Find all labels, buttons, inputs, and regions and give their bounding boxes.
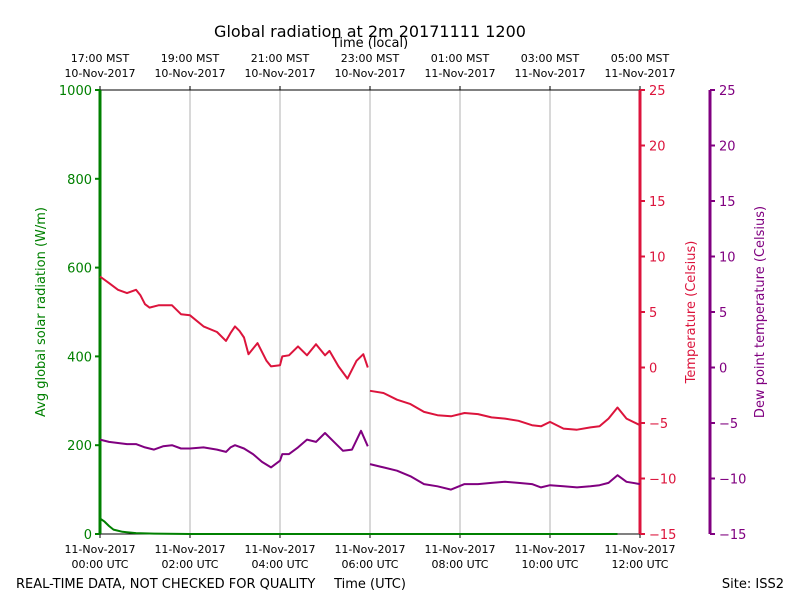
series-line-dewpoint [369, 463, 641, 491]
x-tick-label-time: 12:00 UTC [611, 558, 668, 571]
dewpoint-tick-label: −5 [719, 417, 738, 432]
footer-site: Site: ISS2 [722, 577, 784, 592]
temperature-tick-label: −15 [649, 528, 676, 543]
temperature-tick-label: −5 [649, 417, 668, 432]
radiation-axis-label: Avg global solar radiation (W/m) [34, 207, 49, 417]
dewpoint-tick-label: 5 [719, 306, 727, 321]
dewpoint-tick-label: 25 [719, 84, 736, 99]
dewpoint-tick-label: 15 [719, 195, 736, 210]
dewpoint-axis-label: Dew point temperature (Celsius) [753, 206, 768, 418]
dewpoint-tick-label: 0 [719, 362, 727, 377]
x-tick-label-date: 11-Nov-2017 [64, 543, 135, 556]
chart-title: Global radiation at 2m 20171111 1200 [214, 22, 526, 41]
x-tick-label-time: 10:00 UTC [521, 558, 578, 571]
top-tick-label-date: 10-Nov-2017 [64, 67, 135, 80]
series-line-temperature [369, 389, 641, 431]
temperature-tick-label: 0 [649, 362, 657, 377]
top-tick-label-time: 05:00 MST [611, 52, 670, 65]
top-tick-label-date: 10-Nov-2017 [244, 67, 315, 80]
top-tick-label-date: 10-Nov-2017 [154, 67, 225, 80]
top-tick-label-time: 01:00 MST [431, 52, 490, 65]
x-tick-label-date: 11-Nov-2017 [604, 543, 675, 556]
dewpoint-tick-label: 10 [719, 251, 736, 266]
top-tick-label-date: 11-Nov-2017 [514, 67, 585, 80]
top-tick-label-time: 17:00 MST [71, 52, 130, 65]
temperature-tick-label: 5 [649, 306, 657, 321]
x-tick-label-date: 11-Nov-2017 [514, 543, 585, 556]
temperature-axis-label: Temperature (Celsius) [684, 241, 699, 385]
top-tick-label-time: 03:00 MST [521, 52, 580, 65]
x-tick-label-date: 11-Nov-2017 [424, 543, 495, 556]
x-axis-label: Time (UTC) [333, 577, 406, 592]
x-tick-label-time: 04:00 UTC [251, 558, 308, 571]
top-tick-label-date: 10-Nov-2017 [334, 67, 405, 80]
series-line-dewpoint [99, 429, 369, 469]
top-tick-label-time: 19:00 MST [161, 52, 220, 65]
top-axis-label: Time (local) [331, 36, 408, 51]
top-tick-label-date: 11-Nov-2017 [424, 67, 495, 80]
x-tick-label-time: 06:00 UTC [341, 558, 398, 571]
x-tick-label-time: 02:00 UTC [161, 558, 218, 571]
temperature-tick-label: 25 [649, 84, 666, 99]
series-line-temperature [99, 275, 369, 380]
dewpoint-tick-label: −15 [719, 528, 746, 543]
x-tick-label-time: 00:00 UTC [71, 558, 128, 571]
temperature-tick-label: 10 [649, 251, 666, 266]
top-tick-label-time: 23:00 MST [341, 52, 400, 65]
footer-quality-note: REAL-TIME DATA, NOT CHECKED FOR QUALITY [16, 577, 315, 592]
temperature-tick-label: 20 [649, 140, 666, 155]
radiation-tick-label: 1000 [59, 84, 92, 99]
radiation-tick-label: 800 [67, 173, 92, 188]
temperature-tick-label: −10 [649, 473, 676, 488]
temperature-tick-label: 15 [649, 195, 666, 210]
series-line-radiation [99, 517, 618, 535]
plot-area: 11-Nov-2017 00:00 UTC 11-Nov-2017 02:00 UTC… [59, 52, 747, 571]
x-tick-label-time: 08:00 UTC [431, 558, 488, 571]
radiation-tick-label: 600 [67, 262, 92, 277]
dewpoint-tick-label: −10 [719, 473, 746, 488]
radiation-tick-label: 200 [67, 439, 92, 454]
radiation-tick-label: 0 [84, 528, 92, 543]
x-tick-label-date: 11-Nov-2017 [244, 543, 315, 556]
top-tick-label-time: 21:00 MST [251, 52, 310, 65]
dewpoint-tick-label: 20 [719, 140, 736, 155]
top-tick-label-date: 11-Nov-2017 [604, 67, 675, 80]
radiation-tick-label: 400 [67, 350, 92, 365]
x-tick-label-date: 11-Nov-2017 [334, 543, 405, 556]
x-tick-label-date: 11-Nov-2017 [154, 543, 225, 556]
